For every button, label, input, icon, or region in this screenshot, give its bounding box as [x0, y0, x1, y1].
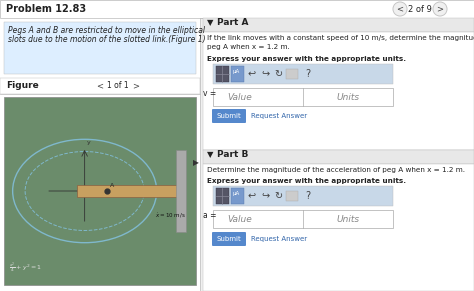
FancyBboxPatch shape	[212, 232, 246, 246]
Text: Submit: Submit	[217, 236, 241, 242]
Text: Submit: Submit	[217, 113, 241, 119]
Text: ▶: ▶	[193, 158, 199, 167]
Text: μA: μA	[233, 69, 240, 74]
Bar	[216, 188, 229, 204]
Text: Request Answer: Request Answer	[251, 236, 307, 242]
Bar	[203, 164, 474, 291]
FancyBboxPatch shape	[212, 109, 246, 123]
Bar	[203, 150, 474, 164]
Circle shape	[393, 2, 407, 16]
Text: Figure: Figure	[6, 81, 39, 91]
Bar	[0, 18, 200, 291]
Text: >: >	[133, 81, 139, 91]
Bar	[231, 188, 244, 204]
Bar	[231, 66, 244, 82]
Text: Request Answer: Request Answer	[251, 113, 307, 119]
Text: <: <	[97, 81, 103, 91]
Bar	[216, 66, 229, 82]
Text: ↩: ↩	[248, 69, 256, 79]
Text: μA: μA	[233, 191, 240, 196]
Text: ▼: ▼	[207, 18, 213, 27]
Text: v =: v =	[203, 89, 216, 98]
Text: ↻: ↻	[274, 191, 282, 201]
Text: <: <	[396, 4, 403, 13]
Text: ?: ?	[305, 191, 310, 201]
Text: $\frac{x^2}{4}+y^2=1$: $\frac{x^2}{4}+y^2=1$	[9, 261, 42, 275]
Text: Units: Units	[337, 93, 360, 102]
Text: A: A	[109, 183, 114, 188]
Bar	[286, 69, 298, 79]
Text: Express your answer with the appropriate units.: Express your answer with the appropriate…	[207, 56, 406, 62]
Text: Problem 12.83: Problem 12.83	[6, 4, 86, 14]
Text: ↻: ↻	[274, 69, 282, 79]
Bar	[286, 191, 298, 201]
Bar	[203, 18, 474, 32]
Text: ▼: ▼	[207, 150, 213, 159]
Bar	[176, 150, 186, 232]
Text: Part B: Part B	[217, 150, 248, 159]
Bar	[4, 22, 196, 74]
Bar	[4, 97, 196, 285]
Text: ↩: ↩	[248, 191, 256, 201]
Bar	[213, 64, 393, 84]
Text: Value: Value	[228, 93, 252, 102]
Text: Value: Value	[228, 214, 252, 223]
Text: 1 of 1: 1 of 1	[107, 81, 129, 91]
Bar	[203, 32, 474, 150]
Text: Part A: Part A	[217, 18, 248, 27]
Text: 2 of 9: 2 of 9	[408, 4, 432, 13]
Text: >: >	[437, 4, 444, 13]
Text: $\dot{x}=10$ m/s: $\dot{x}=10$ m/s	[155, 211, 186, 219]
Bar	[213, 88, 393, 106]
Text: Units: Units	[337, 214, 360, 223]
Text: ↪: ↪	[261, 69, 269, 79]
Text: peg A when x = 1.2 m.: peg A when x = 1.2 m.	[207, 44, 290, 50]
Text: If the link moves with a constant speed of 10 m/s, determine the magnitude of th: If the link moves with a constant speed …	[207, 35, 474, 41]
Text: a =: a =	[203, 211, 217, 220]
Bar	[0, 0, 474, 18]
Circle shape	[433, 2, 447, 16]
Text: Pegs A and B are restricted to move in the elliptical: Pegs A and B are restricted to move in t…	[8, 26, 205, 35]
Text: slots due to the motion of the slotted link.(Figure 1): slots due to the motion of the slotted l…	[8, 35, 206, 44]
Bar	[213, 186, 393, 206]
Text: Determine the magnitude of the acceleration of peg A when x = 1.2 m.: Determine the magnitude of the accelerat…	[207, 167, 465, 173]
Text: y: y	[87, 140, 91, 145]
Text: x: x	[142, 193, 146, 198]
Bar	[77, 185, 182, 197]
Bar	[0, 78, 200, 94]
Bar	[213, 210, 393, 228]
Text: Express your answer with the appropriate units.: Express your answer with the appropriate…	[207, 178, 406, 184]
Text: ?: ?	[305, 69, 310, 79]
Text: ↪: ↪	[261, 191, 269, 201]
